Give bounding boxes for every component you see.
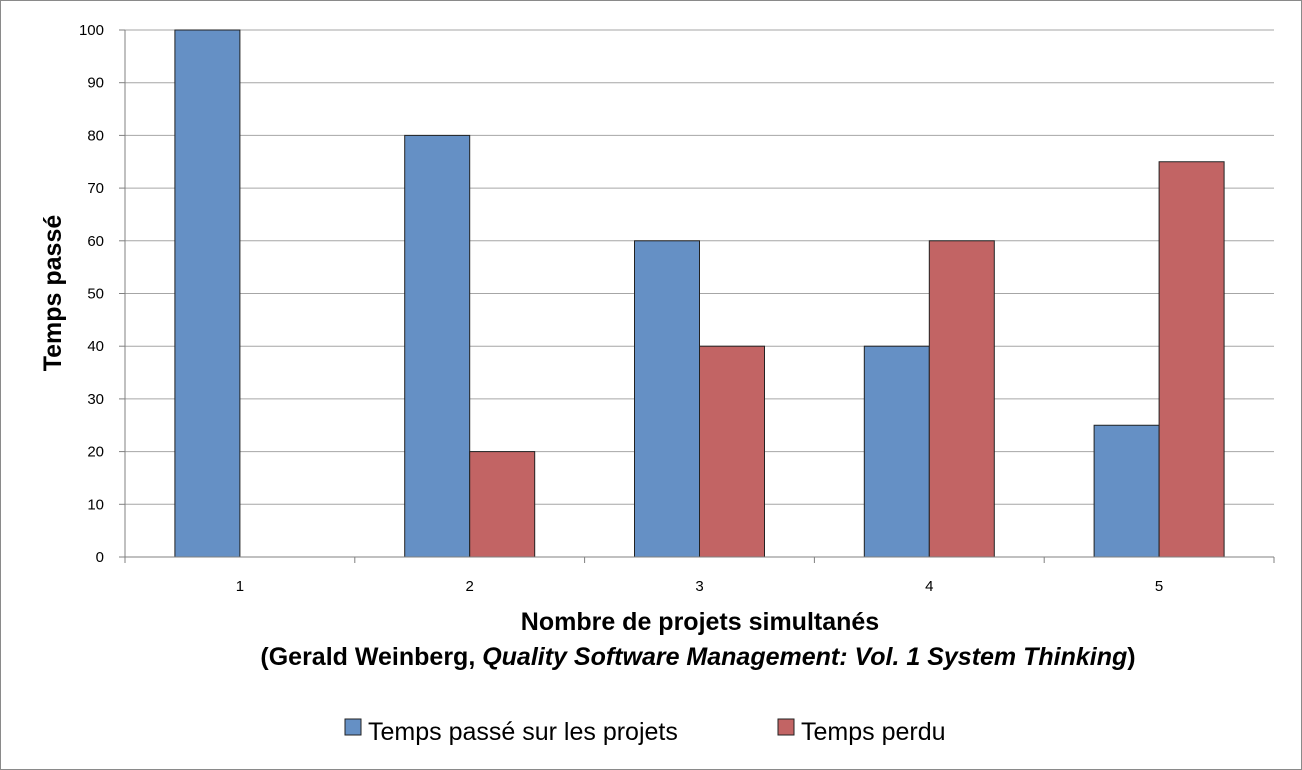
- legend-label-series-1: Temps passé sur les projets: [368, 718, 678, 746]
- legend-swatch-series-1: [344, 718, 362, 736]
- bar-series-2-cat-5: [1158, 161, 1225, 558]
- y-tick-label-80: 80: [87, 127, 104, 144]
- y-tick-label-10: 10: [87, 496, 104, 513]
- x-tick-label-4: 4: [925, 578, 933, 595]
- bar-series-2-cat-4: [928, 240, 995, 558]
- y-tick-label-70: 70: [87, 180, 104, 197]
- bar-series-1-cat-4: [863, 345, 930, 558]
- y-tick-label-50: 50: [87, 286, 104, 303]
- legend-item-series-2: Temps perdu: [777, 718, 946, 746]
- x-tick-label-1: 1: [236, 578, 244, 595]
- legend-label-series-2: Temps perdu: [801, 718, 946, 746]
- legend: Temps passé sur les projets Temps perdu: [344, 718, 946, 746]
- bar-series-2-cat-2: [469, 451, 536, 558]
- y-tick-label-20: 20: [87, 444, 104, 461]
- bar-series-1-cat-5: [1093, 424, 1160, 558]
- bar-series-2-cat-3: [699, 345, 765, 558]
- legend-swatch-series-2: [777, 718, 795, 736]
- axes: [119, 29, 1275, 563]
- bar-series-1-cat-2: [404, 134, 471, 558]
- y-tick-label-60: 60: [87, 233, 104, 250]
- x-tick-label-5: 5: [1155, 578, 1163, 595]
- y-tick-labels: 0 10 20 30 40 50 60 70 80 90 100: [79, 22, 104, 566]
- y-tick-label-40: 40: [87, 338, 104, 355]
- bar-series-1-cat-1: [174, 29, 241, 558]
- y-tick-label-0: 0: [96, 549, 104, 566]
- x-axis-subtitle-prefix: (Gerald Weinberg,: [260, 643, 482, 671]
- x-axis-title: Nombre de projets simultanés: [521, 608, 879, 636]
- x-axis-subtitle-italic: Quality Software Management: Vol. 1 Syst…: [482, 643, 1127, 671]
- y-tick-label-100: 100: [79, 22, 104, 39]
- x-tick-label-3: 3: [695, 578, 703, 595]
- y-axis-title: Temps passé: [39, 215, 67, 372]
- y-tick-label-30: 30: [87, 391, 104, 408]
- x-tick-labels: 1 2 3 4 5: [236, 578, 1164, 595]
- x-tick-label-2: 2: [466, 578, 474, 595]
- legend-item-series-1: Temps passé sur les projets: [344, 718, 678, 746]
- x-axis-subtitle-suffix: ): [1127, 643, 1135, 671]
- bars: [174, 29, 1225, 558]
- y-tick-label-90: 90: [87, 75, 104, 92]
- x-axis-subtitle: (Gerald Weinberg, Quality Software Manag…: [260, 643, 1135, 671]
- bar-series-1-cat-3: [634, 240, 700, 558]
